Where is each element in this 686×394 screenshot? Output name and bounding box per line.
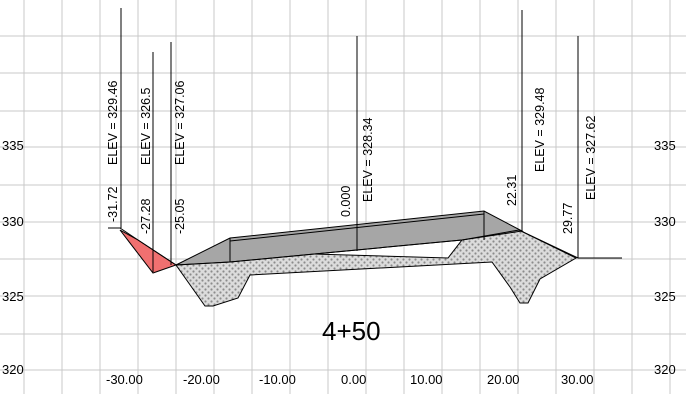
fill-slope-left bbox=[175, 229, 578, 307]
elev-annotation: ELEV = 327.06 bbox=[173, 81, 187, 165]
elevation-ticks-left: 335 330 325 320 bbox=[2, 138, 24, 377]
offset-tick: -30.00 bbox=[106, 372, 143, 387]
elev-annotation: ELEV = 329.48 bbox=[533, 88, 547, 172]
elev-annotation: ELEV = 327.62 bbox=[584, 116, 598, 200]
elevation-ticks-right: 335 330 325 320 bbox=[654, 138, 676, 377]
offset-tick: 0.00 bbox=[341, 372, 366, 387]
elev-annotation: ELEV = 326.5 bbox=[139, 87, 153, 165]
elev-tick: 320 bbox=[2, 362, 24, 377]
elev-tick: 330 bbox=[654, 214, 676, 229]
offset-annotation: -25.05 bbox=[173, 199, 187, 234]
elev-tick: 335 bbox=[654, 138, 676, 153]
offset-annotation: 0.000 bbox=[339, 186, 353, 217]
offset-annotation: -31.72 bbox=[106, 187, 120, 222]
elev-tick: 325 bbox=[654, 289, 676, 304]
offset-tick: 10.00 bbox=[410, 372, 443, 387]
elev-tick: 330 bbox=[2, 214, 24, 229]
elev-annotation: ELEV = 329.46 bbox=[106, 81, 120, 165]
elev-tick: 335 bbox=[2, 138, 24, 153]
offset-annotation: 29.77 bbox=[561, 203, 575, 234]
elev-tick: 320 bbox=[654, 362, 676, 377]
station-label: 4+50 bbox=[322, 316, 381, 346]
elev-annotations: ELEV = 329.46 ELEV = 326.5 ELEV = 327.06… bbox=[106, 81, 598, 202]
offset-tick: 20.00 bbox=[487, 372, 520, 387]
elev-annotation: ELEV = 328.34 bbox=[361, 118, 375, 202]
elev-tick: 325 bbox=[2, 289, 24, 304]
offset-tick: -20.00 bbox=[183, 372, 220, 387]
offset-ticks: -30.00 -20.00 -10.00 0.00 10.00 20.00 30… bbox=[106, 372, 594, 387]
leaders bbox=[120, 8, 579, 272]
offset-annotations: -31.72 -27.28 -25.05 0.000 22.31 29.77 bbox=[106, 175, 575, 234]
offset-tick: -10.00 bbox=[259, 372, 296, 387]
offset-annotation: -27.28 bbox=[139, 199, 153, 234]
offset-tick: 30.00 bbox=[561, 372, 594, 387]
offset-annotation: 22.31 bbox=[505, 175, 519, 206]
cut-area bbox=[119, 229, 178, 274]
